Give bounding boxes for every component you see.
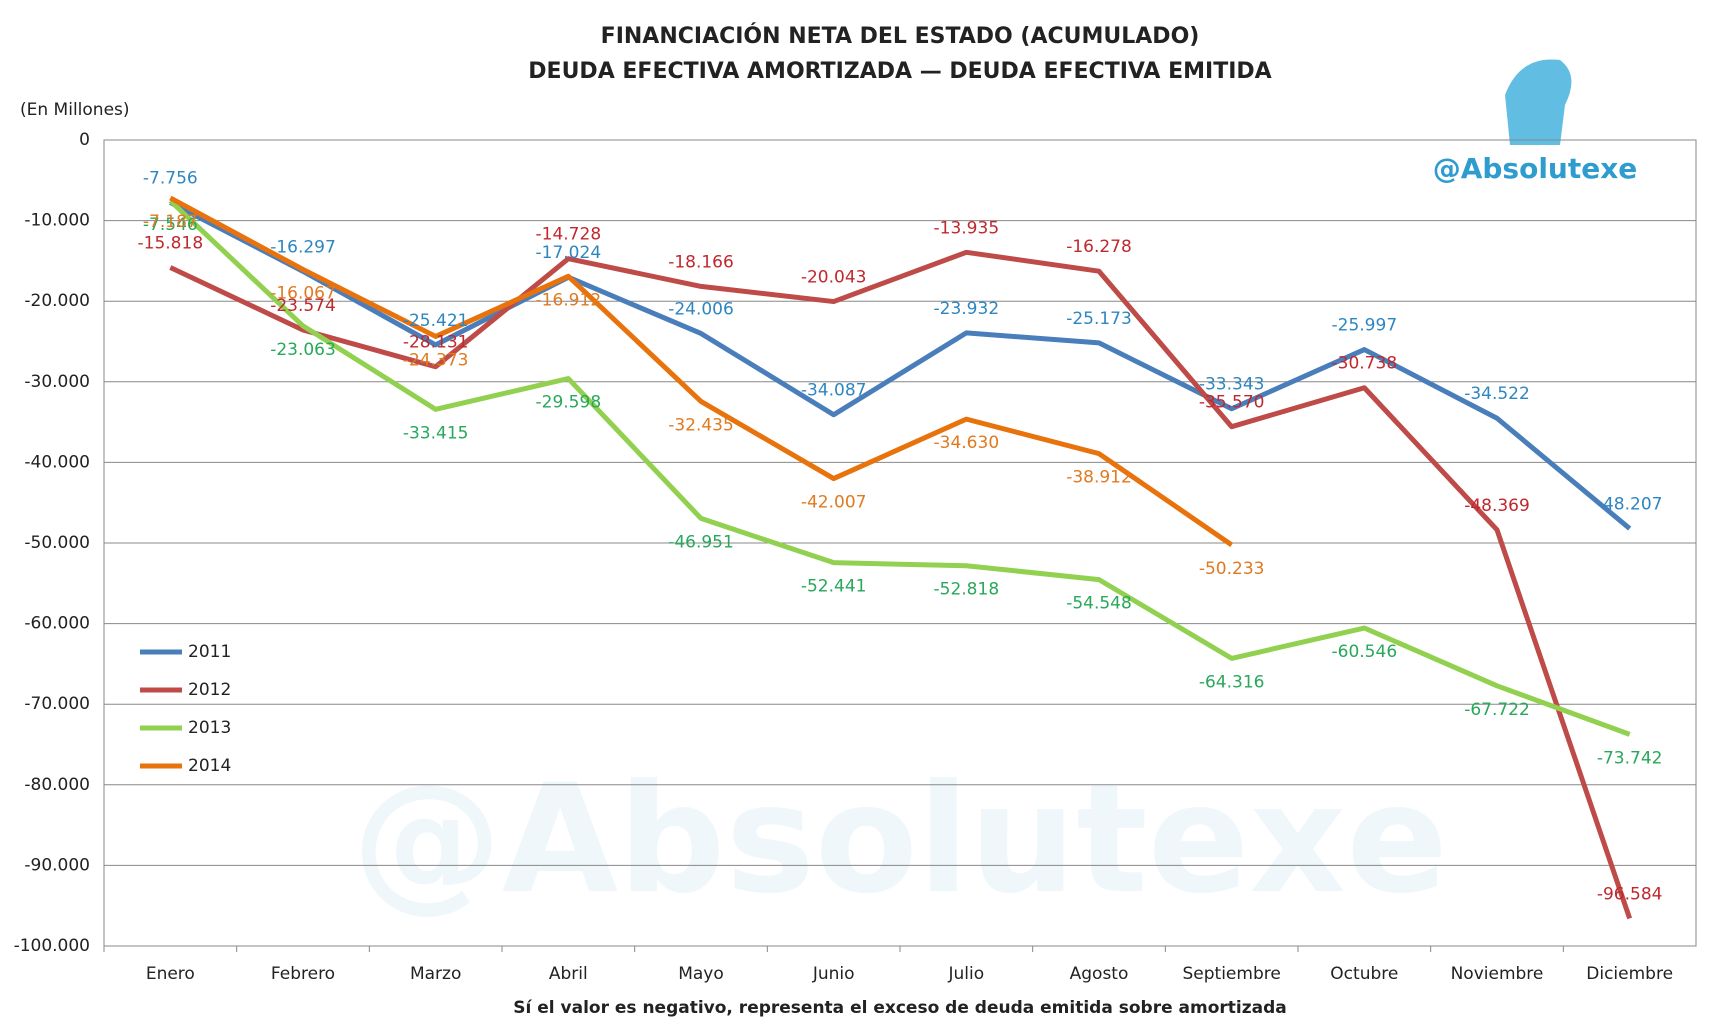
- data-label: -7.756: [143, 169, 198, 189]
- data-label: -42.007: [801, 493, 867, 513]
- series-line: [169, 249, 1633, 920]
- data-label: -23.063: [270, 340, 336, 360]
- y-tick-label: -80.000: [24, 775, 90, 795]
- data-label: -16.297: [270, 237, 336, 257]
- x-axis-label: Sí el valor es negativo, representa el e…: [513, 998, 1286, 1018]
- data-label: -67.722: [1464, 700, 1530, 720]
- data-label: -15.818: [138, 233, 204, 253]
- data-label: -25.997: [1332, 316, 1398, 336]
- x-tick-label: Marzo: [410, 964, 461, 984]
- data-label: -24.006: [668, 299, 734, 319]
- data-label: -13.935: [934, 218, 1000, 238]
- data-label: -23.574: [270, 296, 336, 316]
- data-label: -33.415: [403, 423, 469, 443]
- y-tick-label: -60.000: [24, 614, 90, 634]
- data-label: -46.951: [668, 532, 734, 552]
- chart-subtitle: DEUDA EFECTIVA AMORTIZADA — DEUDA EFECTI…: [528, 59, 1271, 84]
- data-label: -48.369: [1464, 496, 1530, 516]
- data-label: -64.316: [1199, 672, 1265, 692]
- data-label: -50.233: [1199, 559, 1265, 579]
- data-label: -17.024: [536, 243, 602, 263]
- legend-label: 2013: [188, 718, 231, 738]
- y-tick-label: -100.000: [14, 936, 90, 956]
- data-label: -34.630: [934, 433, 1000, 453]
- data-label: -16.278: [1066, 237, 1132, 257]
- data-label: -32.435: [668, 415, 734, 435]
- y-tick-label: -40.000: [24, 452, 90, 472]
- data-label: -20.043: [801, 268, 867, 288]
- y-tick-label: -70.000: [24, 694, 90, 714]
- data-label: -14.728: [536, 225, 602, 245]
- data-label: -29.598: [536, 393, 602, 413]
- y-tick-label: 0: [79, 130, 90, 150]
- x-tick-label: Abril: [549, 964, 588, 984]
- data-label: -24.373: [403, 350, 469, 370]
- y-tick-label: -10.000: [24, 211, 90, 231]
- data-label: -34.087: [801, 381, 867, 401]
- data-label: -96.584: [1597, 884, 1663, 904]
- series-line: [168, 199, 1631, 737]
- data-label: -54.548: [1066, 594, 1132, 614]
- data-label: -28.131: [403, 333, 469, 353]
- series-line: [169, 195, 1234, 547]
- data-label: -35.570: [1199, 393, 1265, 413]
- legend-label: 2014: [188, 756, 231, 776]
- y-tick-label: -20.000: [24, 291, 90, 311]
- y-tick-label: -50.000: [24, 533, 90, 553]
- data-label: -60.546: [1332, 642, 1398, 662]
- data-label: -34.522: [1464, 384, 1530, 404]
- data-label: -25.421: [403, 311, 469, 331]
- x-tick-label: Junio: [812, 964, 855, 984]
- y-tick-label: -30.000: [24, 372, 90, 392]
- data-label: -7.546: [143, 215, 198, 235]
- y-tick-label: -90.000: [24, 855, 90, 875]
- x-tick-label: Diciembre: [1586, 964, 1673, 984]
- x-tick-label: Octubre: [1330, 964, 1398, 984]
- x-tick-label: Mayo: [678, 964, 724, 984]
- x-tick-label: Julio: [948, 964, 985, 984]
- data-label: -18.166: [668, 252, 734, 272]
- data-label: -16.067: [270, 284, 336, 304]
- data-label: -33.343: [1199, 375, 1265, 395]
- data-label: -23.932: [934, 299, 1000, 319]
- legend-label: 2012: [188, 680, 231, 700]
- data-label: -73.742: [1597, 748, 1663, 768]
- data-label: -48.207: [1597, 495, 1663, 515]
- x-tick-label: Febrero: [271, 964, 335, 984]
- x-tick-label: Agosto: [1070, 964, 1129, 984]
- data-label: -38.912: [1066, 468, 1132, 488]
- legend-label: 2011: [188, 642, 231, 662]
- logo: [1505, 59, 1572, 145]
- data-label: -30.738: [1332, 354, 1398, 374]
- watermark: @Absolutexe: [352, 753, 1448, 927]
- x-tick-label: Noviembre: [1451, 964, 1544, 984]
- data-label: -25.173: [1066, 309, 1132, 329]
- watermark-logo-text: @Absolutexe: [1433, 152, 1638, 185]
- data-label: -52.818: [934, 580, 1000, 600]
- x-tick-label: Septiembre: [1183, 964, 1281, 984]
- y-axis-label: (En Millones): [20, 100, 130, 120]
- x-tick-label: Enero: [146, 964, 195, 984]
- data-label: -16.912: [536, 290, 602, 310]
- series-line: [169, 200, 1632, 531]
- data-label: -7.187: [143, 212, 198, 232]
- chart-title: FINANCIACIÓN NETA DEL ESTADO (ACUMULADO): [601, 23, 1200, 49]
- data-label: -52.441: [801, 577, 867, 597]
